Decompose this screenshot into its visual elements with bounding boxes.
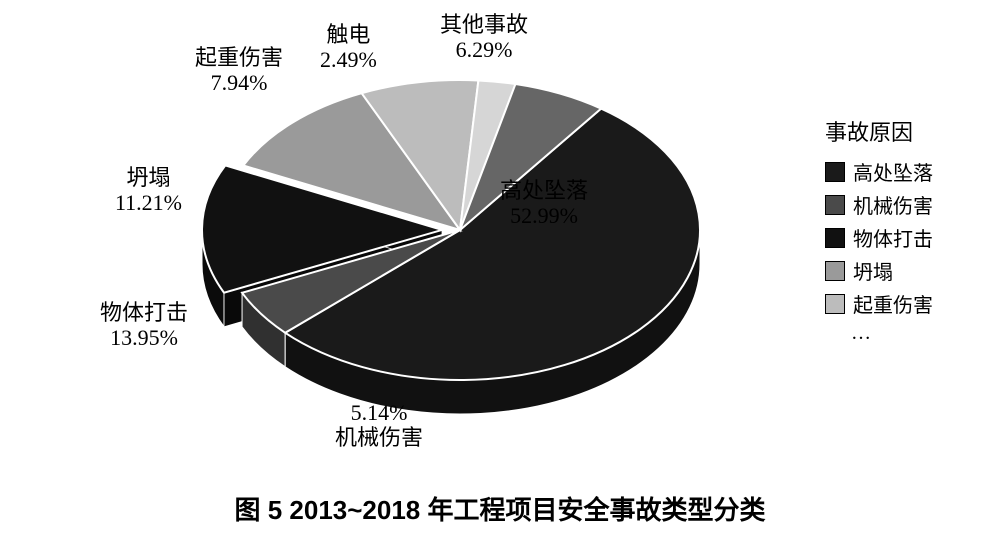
label-object-name: 物体打击	[100, 300, 188, 325]
label-crane-pct: 7.94%	[195, 70, 283, 95]
label-collapse: 坍塌 11.21%	[115, 165, 182, 216]
legend-swatch	[825, 294, 845, 314]
label-fall: 高处坠落 52.99%	[500, 178, 588, 229]
legend-label: 物体打击	[853, 223, 933, 252]
label-collapse-pct: 11.21%	[115, 190, 182, 215]
label-other-name: 其他事故	[440, 12, 528, 37]
legend-title: 事故原因	[825, 115, 933, 147]
label-crane: 起重伤害 7.94%	[195, 45, 283, 96]
chart-canvas: 高处坠落 52.99% 5.14% 机械伤害 物体打击 13.95% 坍塌 11…	[0, 0, 1000, 534]
label-fall-pct: 52.99%	[500, 203, 588, 228]
legend-label: 机械伤害	[853, 190, 933, 219]
legend-swatch	[825, 261, 845, 281]
legend-ellipsis: …	[851, 322, 933, 345]
legend-label: 高处坠落	[853, 157, 933, 186]
legend-item: 起重伤害	[825, 289, 933, 318]
legend: 事故原因 高处坠落 机械伤害 物体打击 坍塌 起重伤害 …	[825, 115, 933, 345]
label-object-pct: 13.95%	[100, 325, 188, 350]
legend-swatch	[825, 228, 845, 248]
label-collapse-name: 坍塌	[115, 165, 182, 190]
legend-label: 坍塌	[853, 256, 893, 285]
legend-swatch	[825, 162, 845, 182]
label-electric: 触电 2.49%	[320, 22, 377, 73]
label-mech-name: 机械伤害	[335, 425, 423, 450]
label-object: 物体打击 13.95%	[100, 300, 188, 351]
figure-caption: 图 5 2013~2018 年工程项目安全事故类型分类	[0, 490, 1000, 527]
legend-item: 物体打击	[825, 223, 933, 252]
label-mech-pct: 5.14%	[335, 400, 423, 425]
label-fall-name: 高处坠落	[500, 178, 588, 203]
legend-label: 起重伤害	[853, 289, 933, 318]
label-electric-pct: 2.49%	[320, 47, 377, 72]
label-other-pct: 6.29%	[440, 37, 528, 62]
legend-swatch	[825, 195, 845, 215]
legend-item: 坍塌	[825, 256, 933, 285]
label-crane-name: 起重伤害	[195, 45, 283, 70]
legend-item: 高处坠落	[825, 157, 933, 186]
label-electric-name: 触电	[320, 22, 377, 47]
label-other: 其他事故 6.29%	[440, 12, 528, 63]
legend-item: 机械伤害	[825, 190, 933, 219]
label-mech: 5.14% 机械伤害	[335, 400, 423, 451]
